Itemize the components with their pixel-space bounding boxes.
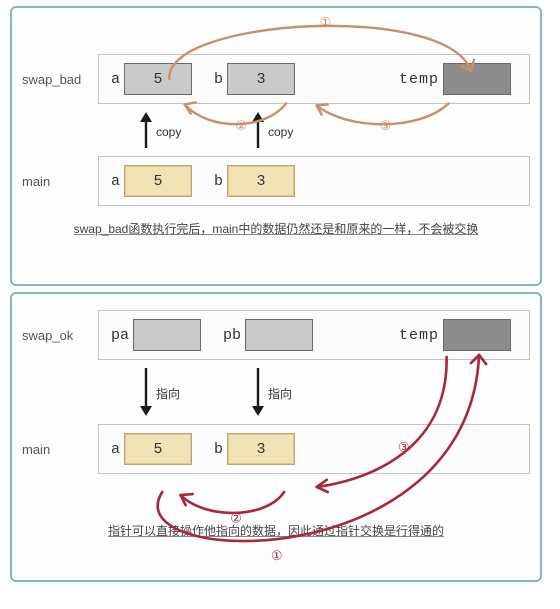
marker-1-bot: ①	[271, 548, 283, 563]
cell-b-main-top-label: b	[214, 173, 223, 190]
arrows-row-top: copy copy	[22, 110, 530, 150]
row-main-top: main a 5 b 3	[22, 156, 530, 206]
label-main-bot: main	[22, 442, 98, 457]
cell-a-main-top-label: a	[111, 173, 120, 190]
box-pb	[245, 319, 313, 351]
row-swap-bad: swap_bad a 5 b 3 temp	[22, 54, 530, 104]
arrow-copy-a: copy	[110, 110, 200, 150]
box-temp-bot	[443, 319, 511, 351]
cell-pa: pa	[111, 319, 201, 351]
cell-pa-label: pa	[111, 327, 129, 344]
box-temp-top	[443, 63, 511, 95]
row-body-swap-bad: a 5 b 3 temp	[98, 54, 530, 104]
cell-temp-top-label: temp	[399, 71, 439, 88]
panel-swap-bad: ① ② ③ swap_bad a 5 b 3 temp	[10, 6, 542, 286]
cell-pb-label: pb	[223, 327, 241, 344]
cell-a-main-top: a 5	[111, 165, 192, 197]
row-body-main-top: a 5 b 3	[98, 156, 530, 206]
box-pa	[133, 319, 201, 351]
box-b-main-top: 3	[227, 165, 295, 197]
panel-swap-ok: ① ② ③ swap_ok pa pb temp	[10, 292, 542, 582]
cell-b-top: b 3	[214, 63, 295, 95]
row-body-main-bot: a 5 b 3	[98, 424, 530, 474]
arrow-point-b: 指向	[222, 366, 312, 418]
arrow-copy-b: copy	[222, 110, 312, 150]
caption-bot: 指针可以直接操作他指向的数据，因此通过指针交换是行得通的	[22, 516, 530, 541]
caption-top: swap_bad函数执行完后，main中的数据仍然还是和原来的一样，不会被交换	[22, 214, 530, 239]
box-b-main-bot: 3	[227, 433, 295, 465]
cell-temp-top: temp	[399, 63, 511, 95]
cell-temp-bot-label: temp	[399, 327, 439, 344]
row-swap-ok: swap_ok pa pb temp	[22, 310, 530, 360]
box-a-main-bot: 5	[124, 433, 192, 465]
cell-a-main-bot: a 5	[111, 433, 192, 465]
label-swap-bad: swap_bad	[22, 72, 98, 87]
arrow-point-a-label: 指向	[156, 386, 180, 401]
row-main-bot: main a 5 b 3	[22, 424, 530, 474]
arrow-copy-a-label: copy	[156, 125, 181, 139]
box-a-top: 5	[124, 63, 192, 95]
arrows-row-bot: 指向 指向	[22, 366, 530, 418]
cell-a-main-bot-label: a	[111, 441, 120, 458]
cell-b-main-top: b 3	[214, 165, 295, 197]
hand-overlay-top: ① ② ③	[12, 8, 540, 292]
arrow-point-b-label: 指向	[268, 386, 292, 401]
cell-b-main-bot-label: b	[214, 441, 223, 458]
cell-pb: pb	[223, 319, 313, 351]
arrow-copy-b-label: copy	[268, 125, 293, 139]
cell-temp-bot: temp	[399, 319, 511, 351]
label-swap-ok: swap_ok	[22, 328, 98, 343]
box-b-top: 3	[227, 63, 295, 95]
row-body-swap-ok: pa pb temp	[98, 310, 530, 360]
cell-b-top-label: b	[214, 71, 223, 88]
cell-b-main-bot: b 3	[214, 433, 295, 465]
arrow-point-a: 指向	[110, 366, 200, 418]
cell-a-top: a 5	[111, 63, 192, 95]
box-a-main-top: 5	[124, 165, 192, 197]
cell-a-top-label: a	[111, 71, 120, 88]
label-main-top: main	[22, 174, 98, 189]
